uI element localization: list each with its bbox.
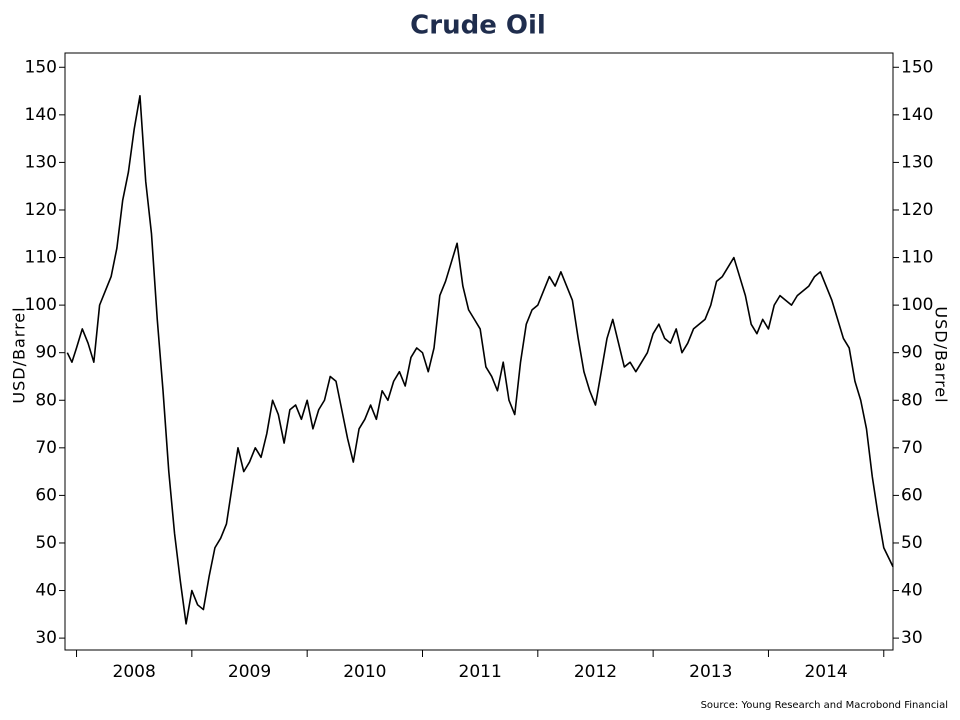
y2-tick-label: 90 <box>901 343 923 363</box>
y-tick-label: 150 <box>25 57 57 77</box>
x-tick-label: 2014 <box>804 662 847 682</box>
y-tick-label: 40 <box>35 581 57 601</box>
x-tick-label: 2013 <box>689 662 732 682</box>
y-tick-label: 50 <box>35 533 57 553</box>
y-tick-label: 130 <box>25 152 57 172</box>
y2-tick-label: 40 <box>901 581 923 601</box>
y-axis-label: USD/Barrel <box>10 306 29 403</box>
y2-tick-label: 140 <box>901 105 933 125</box>
y2-tick-label: 130 <box>901 152 933 172</box>
source-note: Source: Young Research and Macrobond Fin… <box>701 700 948 711</box>
x-tick-label: 2009 <box>228 662 271 682</box>
price-line <box>66 95 894 625</box>
y2-tick-label: 50 <box>901 533 923 553</box>
y-tick-label: 100 <box>25 295 57 315</box>
y-tick-label: 140 <box>25 105 57 125</box>
y-tick-label: 90 <box>35 343 57 363</box>
y-tick-label: 60 <box>35 485 57 505</box>
y2-tick-label: 120 <box>901 200 933 220</box>
y2-axis-label: USD/Barrel <box>932 306 951 403</box>
y2-tick-label: 60 <box>901 485 923 505</box>
chart-title: Crude Oil <box>410 11 546 41</box>
y2-tick-label: 30 <box>901 628 923 648</box>
y2-tick-label: 150 <box>901 57 933 77</box>
y2-tick-label: 80 <box>901 390 923 410</box>
y2-tick-label: 70 <box>901 438 923 458</box>
y2-tick-label: 100 <box>901 295 933 315</box>
y-tick-label: 30 <box>35 628 57 648</box>
x-tick-label: 2008 <box>113 662 156 682</box>
x-tick-label: 2011 <box>459 662 502 682</box>
x-tick-label: 2010 <box>343 662 386 682</box>
y-tick-label: 110 <box>25 248 57 268</box>
y-tick-label: 120 <box>25 200 57 220</box>
plot-frame <box>64 52 894 651</box>
y2-tick-label: 110 <box>901 248 933 268</box>
y-tick-label: 80 <box>35 390 57 410</box>
x-tick-label: 2012 <box>574 662 617 682</box>
y-tick-label: 70 <box>35 438 57 458</box>
